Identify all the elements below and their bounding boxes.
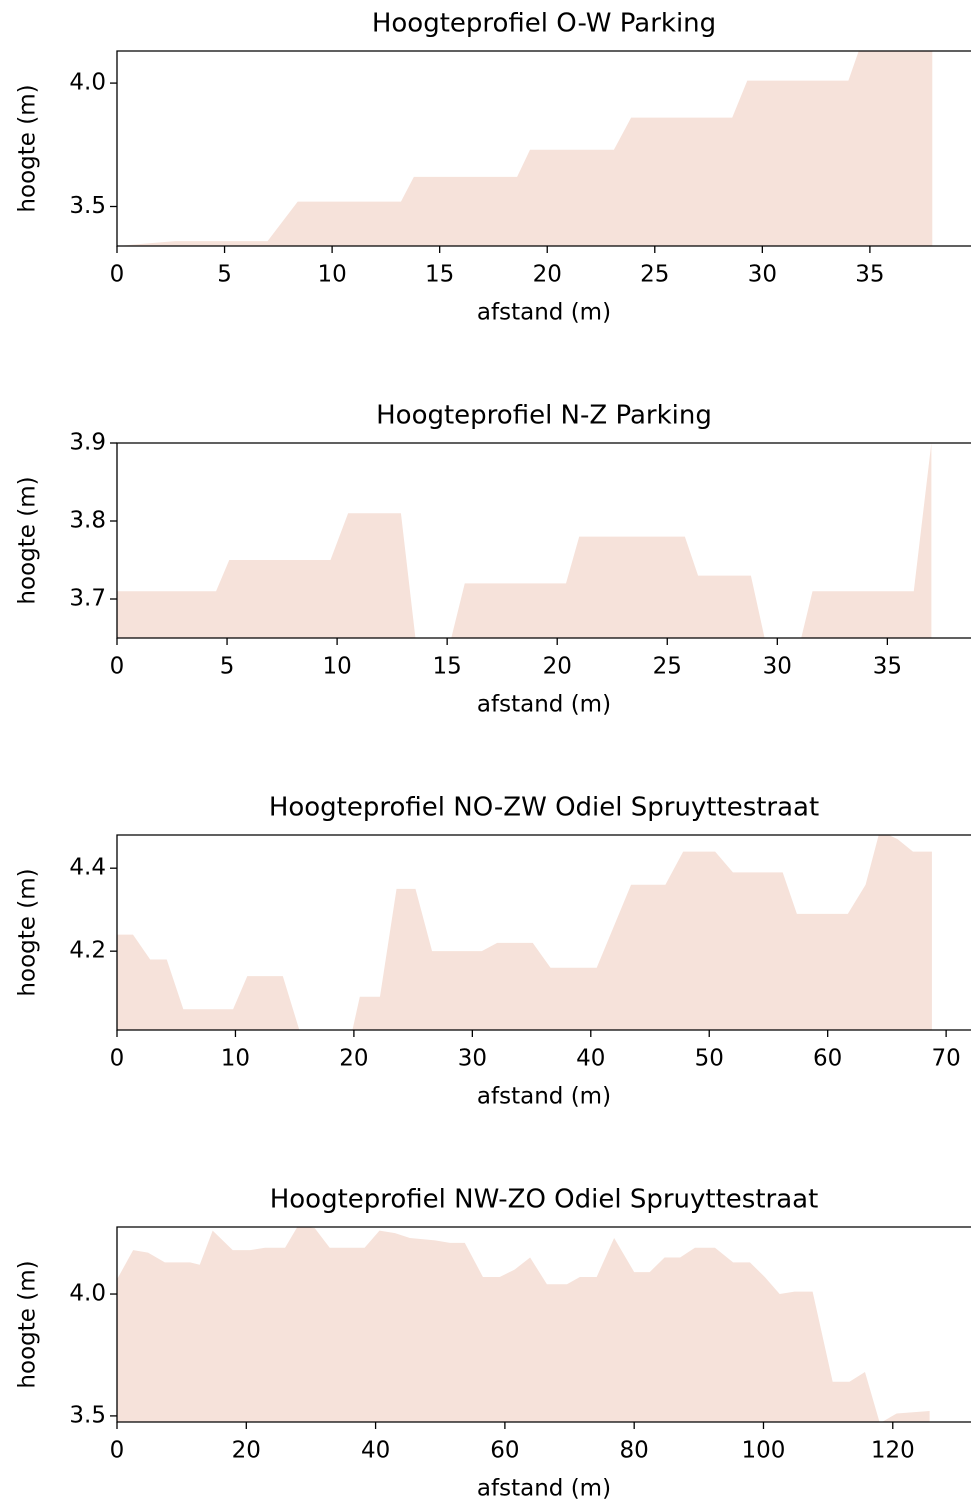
x-tick-label: 20 — [543, 654, 572, 680]
x-tick-label: 120 — [871, 1438, 915, 1464]
chart-title: Hoogteprofiel NW-ZO Odiel Spruyttestraat — [270, 1185, 819, 1215]
x-axis-label: afstand (m) — [477, 300, 611, 326]
x-tick-label: 5 — [220, 654, 235, 680]
chart-title: Hoogteprofiel NO-ZW Odiel Spruyttestraat — [269, 793, 819, 823]
x-tick-label: 35 — [873, 654, 902, 680]
x-tick-label: 70 — [931, 1046, 960, 1072]
x-tick-label: 20 — [533, 262, 562, 288]
x-tick-label: 40 — [361, 1438, 390, 1464]
x-axis-label: afstand (m) — [477, 692, 611, 718]
x-tick-label: 50 — [695, 1046, 724, 1072]
x-tick-label: 20 — [339, 1046, 368, 1072]
x-axis-label: afstand (m) — [477, 1084, 611, 1110]
y-tick-label: 4.4 — [69, 855, 106, 881]
y-tick-label: 4.0 — [69, 1281, 106, 1307]
x-tick-label: 0 — [110, 1046, 125, 1072]
chart-title: Hoogteprofiel N-Z Parking — [376, 401, 712, 431]
x-tick-label: 10 — [317, 262, 346, 288]
x-tick-label: 0 — [110, 262, 125, 288]
elevation-area — [117, 835, 932, 1030]
y-tick-label: 3.9 — [69, 430, 106, 456]
x-tick-label: 0 — [110, 1438, 125, 1464]
x-tick-label: 20 — [232, 1438, 261, 1464]
x-tick-label: 35 — [855, 262, 884, 288]
x-tick-label: 80 — [620, 1438, 649, 1464]
y-axis-label: hoogte (m) — [15, 476, 41, 604]
y-tick-label: 3.5 — [69, 193, 106, 219]
chart-title: Hoogteprofiel O-W Parking — [372, 9, 716, 39]
elevation-area — [117, 443, 932, 638]
x-tick-label: 25 — [653, 654, 682, 680]
y-axis-label: hoogte (m) — [15, 868, 41, 996]
x-tick-label: 40 — [576, 1046, 605, 1072]
axes-frame — [116, 1226, 971, 1423]
axes-frame — [116, 834, 971, 1031]
y-axis-label: hoogte (m) — [15, 84, 41, 212]
x-tick-label: 10 — [221, 1046, 250, 1072]
x-tick-label: 60 — [490, 1438, 519, 1464]
y-tick-label: 4.2 — [69, 938, 106, 964]
y-tick-label: 4.0 — [69, 70, 106, 96]
x-tick-label: 15 — [433, 654, 462, 680]
axes-frame — [116, 442, 971, 639]
elevation-area — [117, 51, 933, 246]
axes-frame — [116, 50, 971, 247]
x-tick-label: 5 — [217, 262, 232, 288]
x-tick-label: 30 — [763, 654, 792, 680]
x-axis-label: afstand (m) — [477, 1476, 611, 1502]
x-tick-label: 15 — [425, 262, 454, 288]
x-tick-label: 10 — [322, 654, 351, 680]
x-tick-label: 60 — [813, 1046, 842, 1072]
y-tick-label: 3.8 — [69, 508, 106, 534]
x-tick-label: 100 — [742, 1438, 786, 1464]
y-axis-label: hoogte (m) — [15, 1260, 41, 1388]
x-tick-label: 30 — [458, 1046, 487, 1072]
x-tick-label: 25 — [640, 262, 669, 288]
elevation-area — [117, 1227, 930, 1422]
x-tick-label: 0 — [110, 654, 125, 680]
x-tick-label: 30 — [748, 262, 777, 288]
y-tick-label: 3.5 — [69, 1402, 106, 1428]
y-tick-label: 3.7 — [69, 586, 106, 612]
